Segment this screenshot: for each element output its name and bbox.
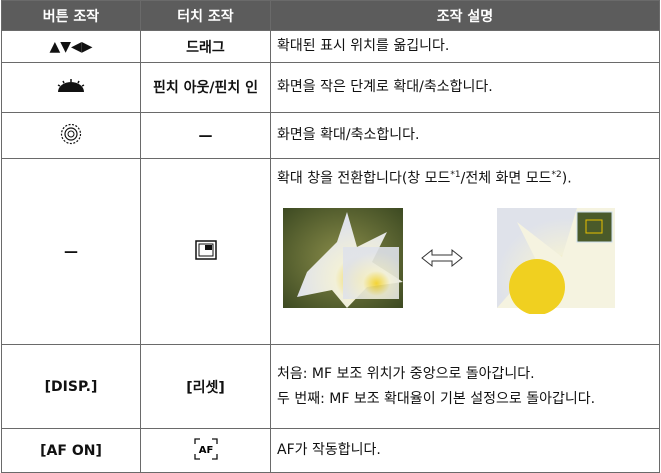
af-icon: AF xyxy=(193,437,218,460)
desc-line: 두 번째: MF 보조 확대율이 기본 설정으로 돌아갑니다. xyxy=(277,390,596,407)
ring-icon xyxy=(60,123,82,144)
touch-cell: AF xyxy=(140,428,271,473)
header-cell: 조작 설명 xyxy=(270,0,660,31)
desc-cell: 확대된 표시 위치를 옮깁니다. xyxy=(270,30,660,63)
button-cell: [AF ON] xyxy=(1,428,141,473)
text: /전체 화면 모드 xyxy=(460,170,552,187)
dial-icon xyxy=(57,78,85,92)
footnote: *1 xyxy=(450,170,461,180)
button-cell xyxy=(1,112,141,159)
desc-cell: AF가 작동합니다. xyxy=(270,428,660,473)
touch-cell: 드래그 xyxy=(140,30,271,63)
window-icon xyxy=(194,239,217,260)
desc-cell: 확대 창을 전환합니다(창 모드*1/전체 화면 모드*2). xyxy=(270,158,660,345)
touch-cell: 핀치 아웃/핀치 인 xyxy=(140,62,271,113)
button-cell: ▲▼◀▶ xyxy=(1,30,141,63)
illustration xyxy=(283,207,615,315)
header-cell: 터치 조작 xyxy=(140,0,271,31)
desc-cell: 화면을 작은 단계로 확대/축소합니다. xyxy=(270,62,660,113)
touch-cell: — xyxy=(140,112,271,159)
text: 확대 창을 전환합니다(창 모드 xyxy=(277,170,451,187)
touch-cell xyxy=(140,158,271,345)
button-cell xyxy=(1,62,141,113)
text: ). xyxy=(561,170,572,187)
header-cell: 버튼 조작 xyxy=(1,0,141,31)
button-cell: — xyxy=(1,158,141,345)
desc-cell: 화면을 확대/축소합니다. xyxy=(270,112,660,159)
touch-cell: [리셋] xyxy=(140,344,271,429)
footnote: *2 xyxy=(551,170,562,180)
button-cell: [DISP.] xyxy=(1,344,141,429)
desc-cell: 처음: MF 보조 위치가 중앙으로 돌아갑니다. 두 번째: MF 보조 확대… xyxy=(270,344,660,429)
icon-text: AF xyxy=(198,445,213,456)
desc-text: 확대 창을 전환합니다(창 모드*1/전체 화면 모드*2). xyxy=(277,163,653,192)
desc-line: 처음: MF 보조 위치가 중앙으로 돌아갑니다. xyxy=(277,365,535,382)
